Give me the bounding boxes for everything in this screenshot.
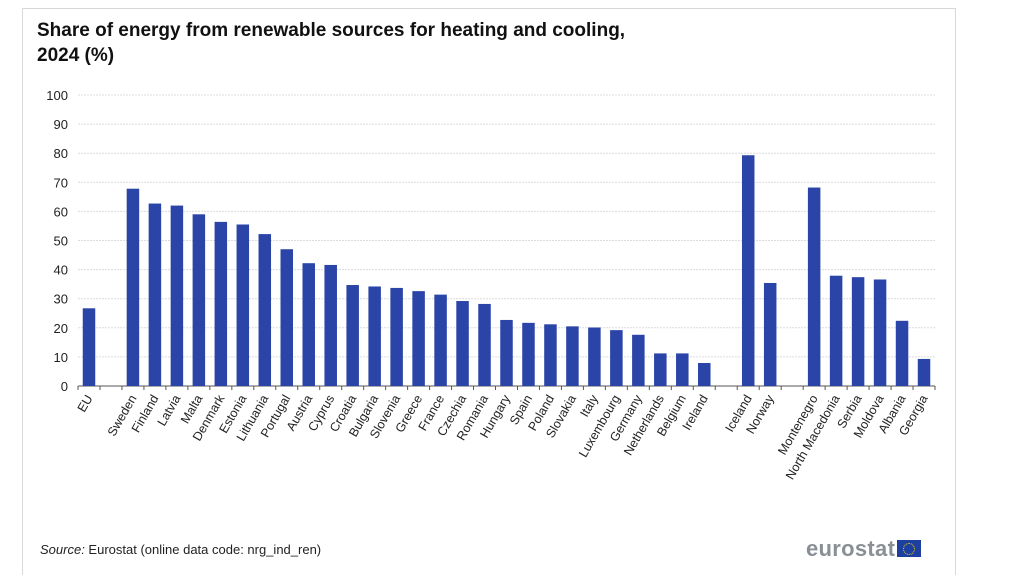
bar-belgium — [676, 353, 689, 386]
bar-netherlands — [654, 353, 667, 386]
y-tick-label: 60 — [54, 204, 68, 219]
bar-latvia — [170, 205, 184, 386]
chart-title: Share of energy from renewable sources f… — [37, 18, 797, 68]
bar-estonia — [236, 224, 250, 386]
eurostat-logo: eurostat — [806, 536, 922, 562]
bar-slovenia — [390, 287, 403, 386]
bar-moldova — [873, 279, 887, 386]
bar-croatia — [346, 285, 359, 386]
bar-denmark — [214, 221, 228, 386]
bar-romania — [478, 303, 491, 386]
bar-lithuania — [258, 234, 272, 386]
y-tick-label: 70 — [54, 175, 68, 190]
source-note: Source: Eurostat (online data code: nrg_… — [40, 542, 321, 557]
bar-georgia — [917, 358, 931, 386]
chart-frame — [22, 8, 956, 575]
bar-greece — [412, 291, 425, 386]
bar-poland — [544, 324, 557, 386]
bar-france — [434, 294, 447, 386]
y-tick-label: 20 — [54, 321, 68, 336]
bar-albania — [895, 320, 909, 386]
y-tick-label: 40 — [54, 263, 68, 278]
bar-ireland — [698, 363, 711, 386]
eu-flag-icon — [897, 540, 922, 557]
logo-text: eurostat — [806, 536, 896, 561]
bar-iceland — [741, 155, 755, 386]
bar-slovakia — [566, 326, 579, 386]
bar-finland — [148, 203, 162, 386]
source-label: Source: — [40, 542, 85, 557]
bar-north-macedonia — [829, 275, 843, 386]
bar-montenegro — [807, 187, 821, 386]
y-tick-label: 90 — [54, 117, 68, 132]
bar-italy — [588, 327, 601, 386]
bar-luxembourg — [610, 330, 623, 386]
bar-eu — [82, 308, 96, 386]
bar-malta — [192, 214, 206, 386]
title-line-2: 2024 (%) — [37, 45, 115, 66]
bar-bulgaria — [368, 286, 381, 386]
y-tick-label: 0 — [61, 379, 68, 394]
x-tick-label: Latvia — [155, 392, 184, 428]
bar-norway — [763, 282, 777, 386]
y-tick-label: 50 — [54, 234, 68, 249]
x-tick-label: EU — [75, 393, 96, 415]
bar-hungary — [500, 319, 513, 386]
bar-austria — [302, 263, 315, 386]
bar-germany — [632, 334, 645, 386]
bar-cyprus — [324, 264, 337, 386]
bar-serbia — [851, 277, 865, 386]
bar-spain — [522, 322, 535, 386]
title-line-1: Share of energy from renewable sources f… — [37, 20, 626, 41]
source-text: Eurostat (online data code: nrg_ind_ren) — [84, 542, 322, 557]
y-tick-label: 100 — [46, 88, 68, 103]
y-tick-label: 80 — [54, 146, 68, 161]
y-tick-label: 30 — [54, 292, 68, 307]
bar-portugal — [280, 249, 294, 386]
bar-sweden — [126, 188, 140, 386]
y-tick-label: 10 — [54, 350, 68, 365]
bar-czechia — [456, 301, 469, 386]
